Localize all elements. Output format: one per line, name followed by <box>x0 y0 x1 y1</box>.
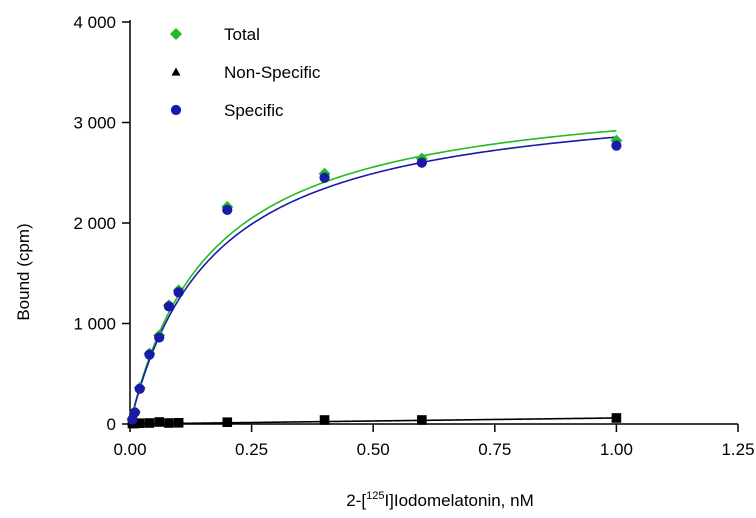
legend: Total Non-Specific Specific <box>170 25 321 120</box>
x-tick-label: 0.25 <box>235 440 268 459</box>
y-tick-label: 2 000 <box>73 214 116 233</box>
point-specific <box>134 383 145 394</box>
legend-marker-specific <box>170 104 182 116</box>
y-tick-label: 1 000 <box>73 315 116 334</box>
point-specific <box>129 407 140 418</box>
legend-marker-total <box>170 28 182 40</box>
x-tick-label: 0.00 <box>113 440 146 459</box>
y-tick-label: 3 000 <box>73 114 116 133</box>
x-tick-label: 1.00 <box>600 440 633 459</box>
fit-curve-non-specific <box>129 417 617 425</box>
y-axis-title: Bound (cpm) <box>14 223 33 320</box>
point-specific <box>222 204 233 216</box>
point-non-specific <box>134 418 145 428</box>
fit-curve-total <box>129 129 617 425</box>
point-specific <box>416 157 427 168</box>
point-specific <box>319 172 330 183</box>
fit-curve-specific <box>129 136 617 425</box>
legend-label-specific: Specific <box>224 101 284 120</box>
point-specific <box>611 140 622 151</box>
data-points <box>126 134 623 429</box>
point-specific <box>144 349 155 360</box>
x-axis-title-superscript: 125 <box>366 490 384 502</box>
x-tick-label: 0.75 <box>478 440 511 459</box>
y-tick-label: 0 <box>107 415 116 434</box>
x-tick-label: 1.25 <box>721 440 754 459</box>
x-axis-title-suffix: I]Iodomelatonin, nM <box>384 491 533 510</box>
legend-label-non-specific: Non-Specific <box>224 63 321 82</box>
x-tick-label: 0.50 <box>357 440 390 459</box>
point-non-specific <box>144 418 155 428</box>
legend-label-total: Total <box>224 25 260 44</box>
x-axis-title-prefix: 2-[ <box>346 491 366 510</box>
point-non-specific <box>222 417 233 427</box>
point-non-specific <box>173 417 184 428</box>
x-axis-title: 2-[125I]Iodomelatonin, nM <box>346 490 534 510</box>
y-tick-label: 4 000 <box>73 13 116 32</box>
legend-marker-non-specific <box>171 67 181 76</box>
point-non-specific <box>319 415 330 425</box>
point-non-specific <box>164 418 174 428</box>
point-specific <box>154 332 165 343</box>
fit-curves <box>129 129 617 425</box>
point-non-specific <box>611 413 622 423</box>
point-specific <box>163 301 175 312</box>
point-non-specific <box>154 417 164 427</box>
point-non-specific <box>417 415 427 425</box>
point-specific <box>173 287 184 298</box>
axes: 0 1 000 2 000 3 000 4 000 0.00 0.25 0.50 0.75 1.0… <box>73 13 754 459</box>
